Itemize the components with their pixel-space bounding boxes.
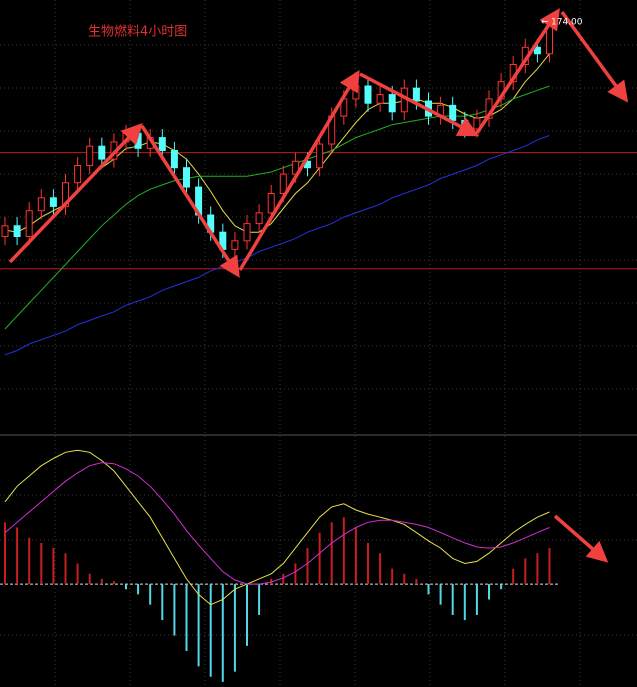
macd-line (4, 462, 550, 585)
candle-body (449, 104, 457, 121)
candle-body (183, 167, 190, 188)
candle-body (255, 212, 263, 225)
candle-body (86, 145, 94, 167)
candle-body (376, 94, 384, 104)
chart-title: 生物燃料4小时图 (88, 24, 187, 40)
candle-body (170, 150, 178, 169)
candle-body (231, 240, 239, 250)
arrow-glyph: ← (541, 18, 549, 28)
plot (0, 17, 637, 682)
candle-body (1, 225, 9, 237)
candle-body (364, 85, 372, 104)
candle-body (25, 210, 33, 237)
candle-body (316, 143, 324, 169)
candle-body (37, 197, 45, 212)
candle-body (267, 193, 275, 214)
candle-body (49, 197, 57, 207)
last-price-label: 174.00 (551, 18, 583, 28)
candle-body (158, 137, 166, 152)
candle-body (352, 85, 360, 100)
candle-body (412, 87, 420, 102)
candle-body (533, 46, 541, 55)
candle-body (74, 165, 82, 184)
candle-body (13, 225, 21, 237)
candle-body (388, 94, 396, 113)
candle-body (98, 145, 106, 160)
trend-arrows (8, 8, 629, 563)
moving-average (4, 135, 550, 356)
candle-body (243, 223, 251, 242)
moving-average (4, 85, 550, 330)
candle-body (134, 132, 142, 149)
candle-body (279, 173, 287, 194)
macd-line (4, 449, 550, 606)
